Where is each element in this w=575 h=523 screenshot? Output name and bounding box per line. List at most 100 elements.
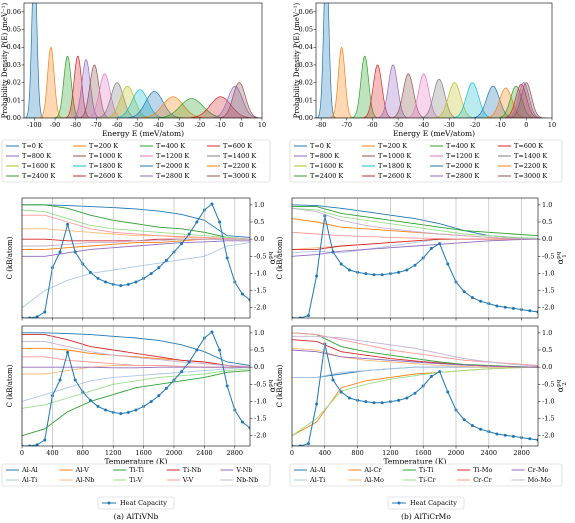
y2-label-base: α: [268, 258, 277, 264]
legend-label: T=1000 K: [378, 152, 411, 160]
x-axis-label: Temperature (K): [384, 457, 447, 466]
heat-capacity-marker: [218, 220, 222, 224]
density-curve: [62, 55, 93, 118]
x-tick-label: -80: [316, 121, 326, 129]
heat-capacity-marker: [149, 272, 153, 276]
y2-tick-label: -1.0: [254, 397, 267, 405]
density-curve: [37, 46, 65, 118]
density-curve: [69, 59, 103, 118]
density-curve: [466, 85, 519, 118]
legend-label: V-V: [182, 476, 194, 484]
legend-label: T=2200 K: [223, 162, 256, 170]
heat-capacity-marker: [157, 266, 161, 270]
density-curve: [493, 85, 539, 118]
sro-line: [22, 204, 250, 240]
sro-line: [22, 356, 250, 368]
heat-capacity-marker: [479, 427, 483, 431]
sro-line: [22, 366, 250, 369]
x-tick-label: -50: [133, 121, 143, 129]
heat-capacity-marker: [119, 412, 123, 416]
legend-label: T=3000 K: [223, 172, 256, 180]
sro-line: [22, 238, 250, 247]
sro-line: [22, 334, 250, 368]
sro-line: [292, 207, 538, 239]
heat-capacity-marker: [331, 250, 335, 254]
legend-label: Ti-Ti: [129, 466, 144, 474]
density-curve: [387, 73, 429, 118]
heat-capacity-marker: [28, 444, 32, 446]
y2-label-base: α: [556, 386, 565, 392]
heat-capacity-marker: [429, 374, 433, 378]
heat-capacity-marker: [511, 306, 515, 310]
heat-capacity-marker: [315, 274, 319, 278]
legend-label: Al-Nb: [75, 476, 95, 484]
legend-label: Mo-Mo: [528, 476, 551, 484]
heat-capacity-marker: [119, 284, 123, 288]
heat-capacity-marker: [364, 400, 368, 404]
density-curve: [348, 55, 381, 118]
heat-capacity-marker: [495, 432, 499, 436]
density-curve: [131, 96, 215, 118]
y-tick-label: 0.02: [299, 79, 313, 87]
heat-capacity-marker: [180, 370, 184, 374]
x-tick-label: 1200: [382, 449, 399, 457]
x-tick-label: -60: [367, 121, 377, 129]
legend-label: T=3000 K: [514, 172, 547, 180]
y-axis-label: C (kB/atom): [6, 236, 14, 279]
y-axis-label: Probability Density P(E) (meV⁻¹): [1, 2, 9, 118]
heat-capacity-marker: [372, 401, 376, 405]
heat-capacity-marker: [96, 404, 100, 408]
y2-label-sup: pq: [268, 251, 274, 259]
heat-capacity-marker: [248, 298, 250, 302]
heat-capacity-line: [22, 203, 250, 318]
axes-frame: [21, 325, 251, 447]
y2-tick-label: -1.5: [542, 287, 555, 295]
heat-capacity-marker: [134, 408, 138, 412]
y-tick-label: 0.00: [299, 114, 313, 122]
y2-tick-label: 0.0: [254, 363, 264, 371]
heat-capacity-marker: [210, 202, 214, 206]
heat-capacity-marker: [479, 299, 483, 303]
y2-label-sup: pq: [556, 251, 562, 259]
density-curve: [499, 84, 543, 118]
heat-capacity-marker: [58, 250, 62, 254]
legend-label: Al-V: [75, 466, 89, 474]
y2-tick-label: 0.5: [542, 218, 552, 226]
sro-line: [22, 240, 250, 257]
legend-label: Heat Capacity: [120, 499, 167, 507]
sro-line: [22, 209, 250, 240]
sro-line: [292, 207, 538, 240]
heat-capacity-marker: [126, 410, 130, 414]
caption: (b) AlTiCrMo: [401, 512, 451, 521]
y2-label-sub: 2: [274, 382, 280, 386]
legend-label: T=1200 K: [156, 152, 189, 160]
y2-tick-label: -1.5: [254, 287, 267, 295]
legend-label: T=2200 K: [514, 162, 547, 170]
heat-capacity-marker: [43, 438, 47, 442]
legend-label: T=2800 K: [446, 172, 479, 180]
heat-capacity-marker: [225, 256, 229, 260]
x-tick-label: 10: [258, 121, 266, 129]
x-tick-label: -10: [215, 121, 225, 129]
x-tick-label: 0: [20, 449, 24, 457]
legend-label: T=200 K: [378, 142, 407, 150]
x-tick-label: -10: [495, 121, 505, 129]
legend-box: [1, 139, 271, 183]
heat-capacity-marker: [180, 242, 184, 246]
x-tick-label: 400: [319, 449, 331, 457]
sro-line: [22, 340, 250, 367]
legend-label: T=1200 K: [446, 152, 479, 160]
x-tick-label: -50: [393, 121, 403, 129]
density-curve: [374, 64, 412, 118]
x-tick-label: 10: [548, 121, 556, 129]
x-tick-label: -40: [419, 121, 429, 129]
sro-line: [292, 366, 538, 437]
y2-tick-label: -0.5: [542, 380, 555, 388]
y2-label-sub: 2: [562, 382, 568, 386]
x-tick-label: 2000: [166, 449, 183, 457]
heat-capacity-marker: [66, 350, 70, 354]
heat-capacity-marker: [511, 434, 515, 438]
x-tick-label: 2400: [481, 449, 498, 457]
sro-line: [292, 347, 538, 368]
x-tick-label: -60: [112, 121, 122, 129]
